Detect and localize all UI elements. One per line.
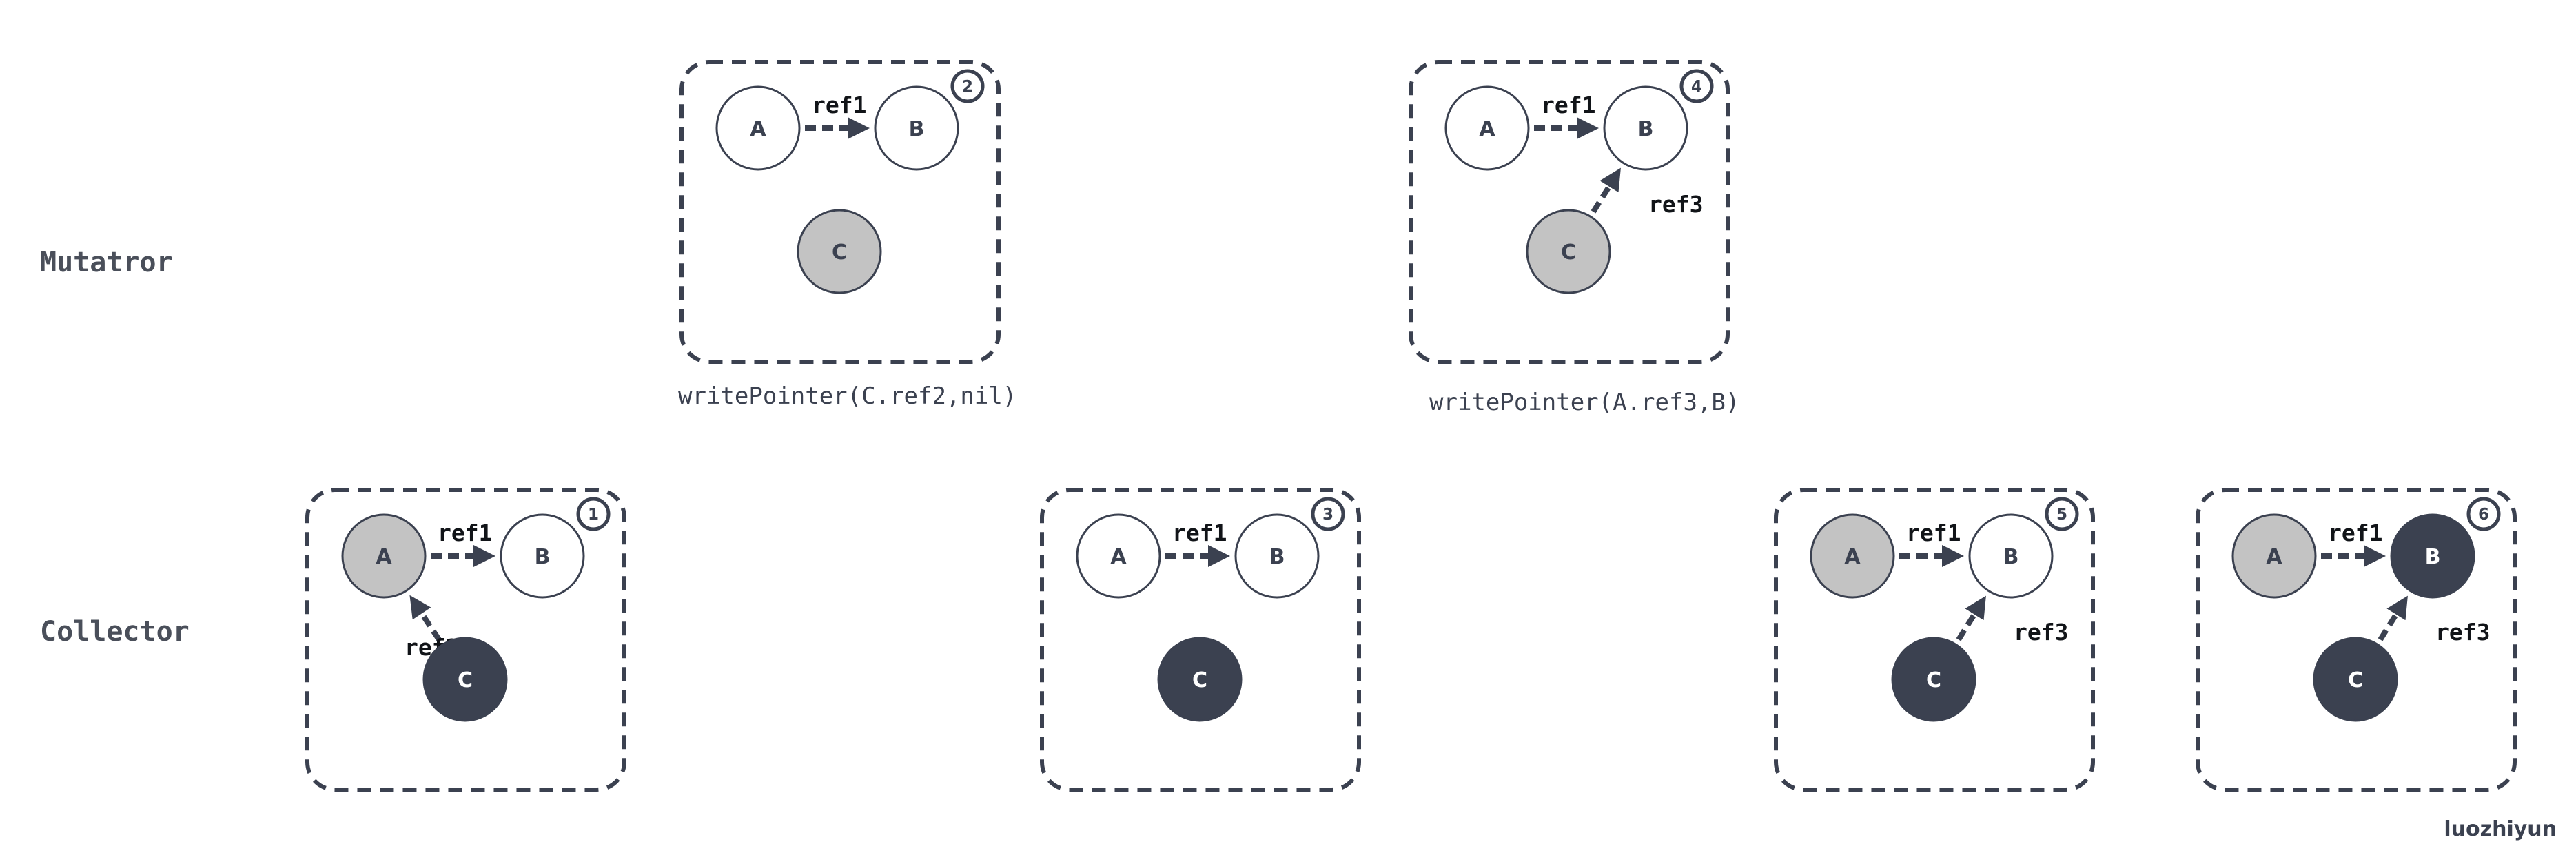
step-number: 4 <box>1691 78 1702 96</box>
frame-step-4: ref1 ref3 A B C 4 writePointer(A.ref3,B) <box>1409 60 1739 416</box>
node-label-b: B <box>909 117 925 141</box>
frame-step-6: ref1 ref3 A B C 6 <box>2196 488 2517 792</box>
edge-label-ref1: ref1 <box>438 520 492 546</box>
node-a-white <box>715 85 801 171</box>
step-badge <box>2045 497 2079 531</box>
node-c-black <box>1157 637 1243 722</box>
author-watermark: luozhiyun <box>2444 817 2557 841</box>
edge-label-ref1: ref1 <box>1541 92 1595 119</box>
node-a-grey <box>341 513 427 599</box>
frame-step-3: ref1 A B C 3 <box>1040 488 1361 792</box>
node-label-c: C <box>1926 668 1941 692</box>
node-a-grey <box>2231 513 2317 599</box>
edge-c-to-b <box>1591 167 1621 214</box>
edge-label-ref3: ref3 <box>2014 619 2068 646</box>
edge-c-to-b <box>1956 595 1986 641</box>
frame-caption: writePointer(C.ref2,nil) <box>678 382 1016 410</box>
node-label-a: A <box>1110 545 1127 569</box>
node-label-b: B <box>1638 117 1654 141</box>
node-label-a: A <box>1844 545 1861 569</box>
edge-c-to-a <box>409 595 442 642</box>
node-a-grey <box>1810 513 1895 599</box>
node-label-c: C <box>832 240 847 265</box>
step-badge <box>1679 69 1714 103</box>
edge-label-ref1: ref1 <box>1906 520 1961 546</box>
node-label-b: B <box>2003 545 2019 569</box>
step-number: 5 <box>2056 506 2067 524</box>
node-b-white <box>874 85 959 171</box>
node-a-white <box>1444 85 1530 171</box>
frame-step-2: ref1 A B C 2 writePointer(C.ref2,nil) <box>678 60 1016 410</box>
node-label-b: B <box>1269 545 1285 569</box>
node-label-c: C <box>1561 240 1576 265</box>
node-b-white <box>1603 85 1688 171</box>
step-badge <box>576 497 611 531</box>
node-label-b: B <box>535 545 551 569</box>
step-number: 2 <box>962 78 973 96</box>
step-badge <box>1311 497 1345 531</box>
node-label-a: A <box>2266 545 2282 569</box>
node-c-grey <box>1526 209 1611 294</box>
node-label-a: A <box>1479 117 1495 141</box>
node-b-white <box>1968 513 2054 599</box>
node-c-black <box>2313 637 2398 722</box>
node-label-a: A <box>376 545 392 569</box>
node-a-white <box>1076 513 1161 599</box>
edge-label-ref3: ref3 <box>2435 619 2490 646</box>
row-label-collector: Collector <box>40 616 190 648</box>
step-number: 3 <box>1322 506 1333 524</box>
frame-step-5: ref1 ref3 A B C 5 <box>1774 488 2095 792</box>
node-label-c: C <box>2348 668 2363 692</box>
edge-label-ref3: ref3 <box>1648 191 1703 218</box>
node-label-c: C <box>458 668 473 692</box>
node-label-b: B <box>2425 545 2441 569</box>
node-c-black <box>422 637 508 722</box>
node-b-white <box>500 513 585 599</box>
row-label-mutator: Mutatror <box>40 247 173 278</box>
node-b-black <box>2390 513 2475 599</box>
step-badge <box>2466 497 2501 531</box>
edge-c-to-b <box>2378 595 2408 641</box>
edge-label-ref1: ref1 <box>2328 520 2382 546</box>
node-label-c: C <box>1192 668 1207 692</box>
edge-label-ref1: ref1 <box>1172 520 1227 546</box>
node-c-black <box>1891 637 1976 722</box>
step-number: 6 <box>2478 506 2489 524</box>
frame-caption: writePointer(A.ref3,B) <box>1429 389 1739 416</box>
node-b-white <box>1234 513 1320 599</box>
edge-label-ref1: ref1 <box>812 92 866 119</box>
step-number: 1 <box>588 506 599 524</box>
node-label-a: A <box>750 117 766 141</box>
node-c-grey <box>797 209 882 294</box>
step-badge <box>950 69 985 103</box>
